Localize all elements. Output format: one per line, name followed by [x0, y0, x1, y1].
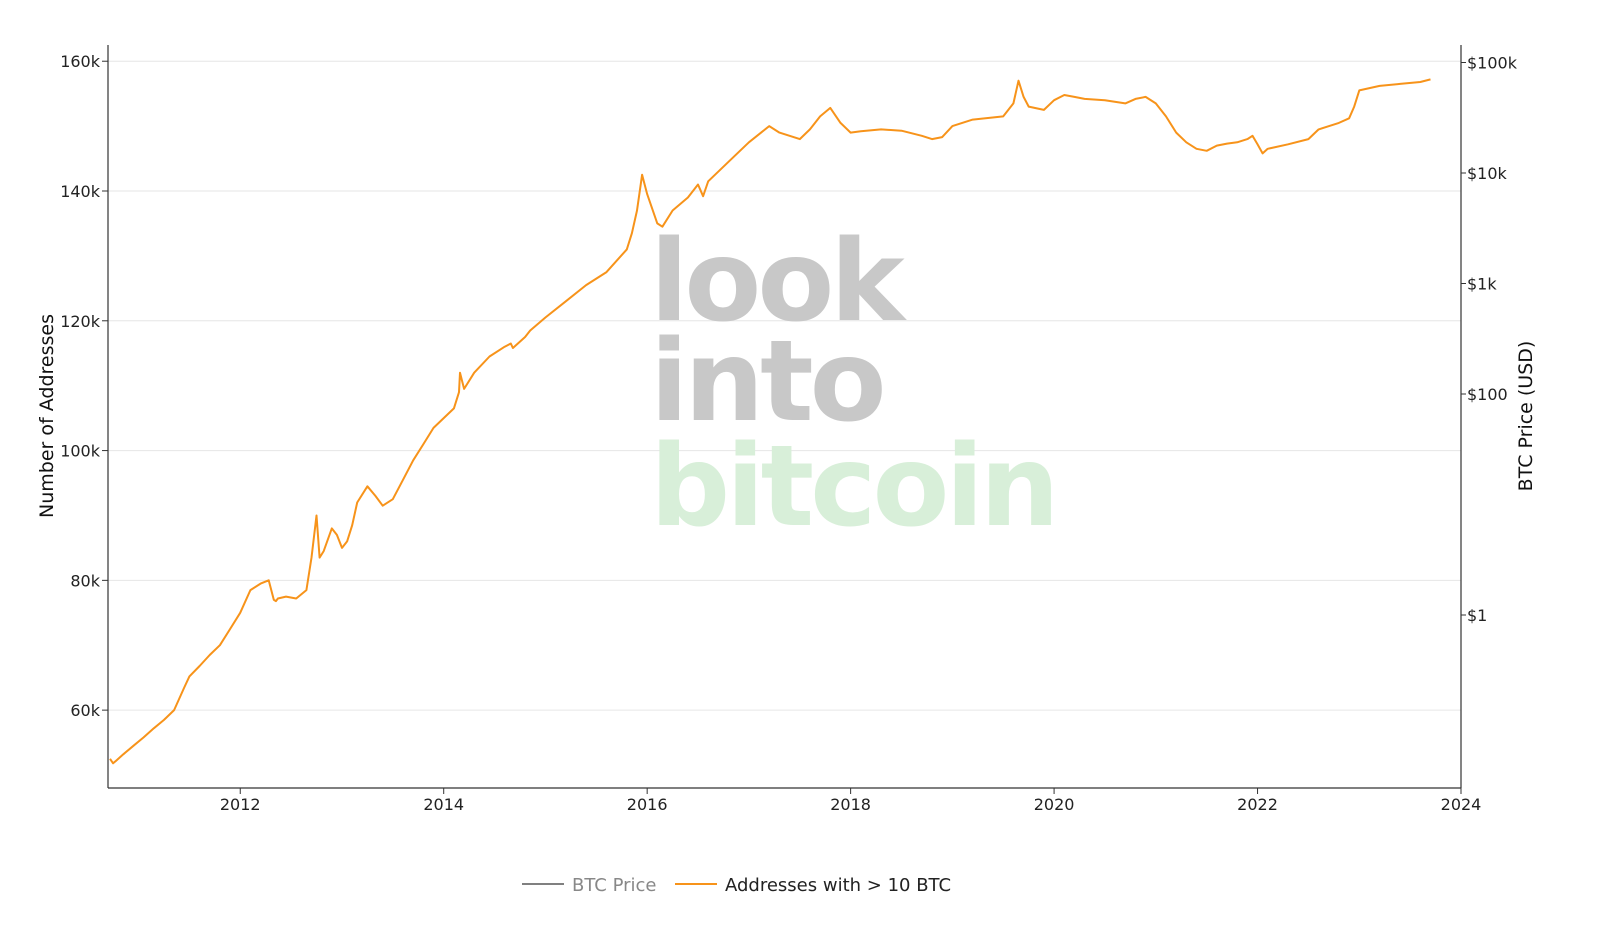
gridlines — [108, 60, 1461, 711]
x-axis-ticks: 2012 2014 2016 2018 2020 2022 2024 — [220, 788, 1481, 814]
y-tick-label: 120k — [60, 312, 101, 331]
y2-tick-label: $10k — [1467, 164, 1508, 183]
x-tick-label: 2018 — [830, 795, 871, 814]
watermark-bitcoin: bitcoin — [650, 422, 1056, 552]
y-tick-label: 60k — [70, 701, 100, 720]
legend-label[interactable]: BTC Price — [572, 875, 657, 896]
y2-tick-label: $100 — [1467, 385, 1508, 404]
watermark-look: look — [650, 217, 907, 347]
y-axis-title: Number of Addresses — [36, 314, 58, 518]
y-axis-ticks: 60k 80k 100k 120k 140k 160k — [60, 52, 108, 720]
y2-axis-ticks: $1 $100 $1k $10k $100k — [1461, 54, 1518, 625]
x-tick-label: 2016 — [627, 795, 668, 814]
x-tick-label: 2024 — [1441, 795, 1482, 814]
y2-tick-label: $1 — [1467, 606, 1487, 625]
y-tick-label: 100k — [60, 442, 101, 461]
x-tick-label: 2020 — [1034, 795, 1075, 814]
y-tick-label: 160k — [60, 52, 101, 71]
series-line-addresses — [109, 78, 1431, 765]
legend-label[interactable]: Addresses with > 10 BTC — [725, 875, 951, 896]
y-tick-label: 80k — [70, 571, 100, 590]
watermark-into: into — [650, 317, 883, 447]
y2-tick-label: $100k — [1467, 54, 1518, 73]
watermark: look into bitcoin — [650, 217, 1060, 552]
y2-tick-label: $1k — [1467, 275, 1497, 294]
series-layer — [109, 78, 1431, 765]
legend: BTC Price Addresses with > 10 BTC — [522, 875, 951, 896]
y-tick-label: 140k — [60, 182, 101, 201]
x-tick-label: 2022 — [1237, 795, 1278, 814]
y2-axis-title: BTC Price (USD) — [1515, 341, 1537, 492]
x-tick-label: 2012 — [220, 795, 261, 814]
x-tick-label: 2014 — [423, 795, 464, 814]
